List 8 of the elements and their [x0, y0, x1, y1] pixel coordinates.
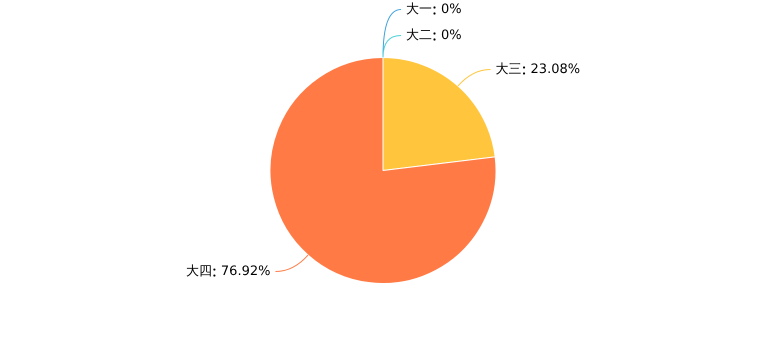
- category-label: 大一: [406, 2, 432, 17]
- text: 0%: [441, 2, 462, 17]
- category-label: 大二: [406, 28, 432, 43]
- slice-label: 大三: [496, 62, 522, 77]
- slice-label: 大四: [186, 264, 212, 279]
- data-label: 23.08%: [530, 62, 580, 77]
- data-label: 76.92%: [220, 264, 270, 279]
- text: 0%: [441, 28, 462, 43]
